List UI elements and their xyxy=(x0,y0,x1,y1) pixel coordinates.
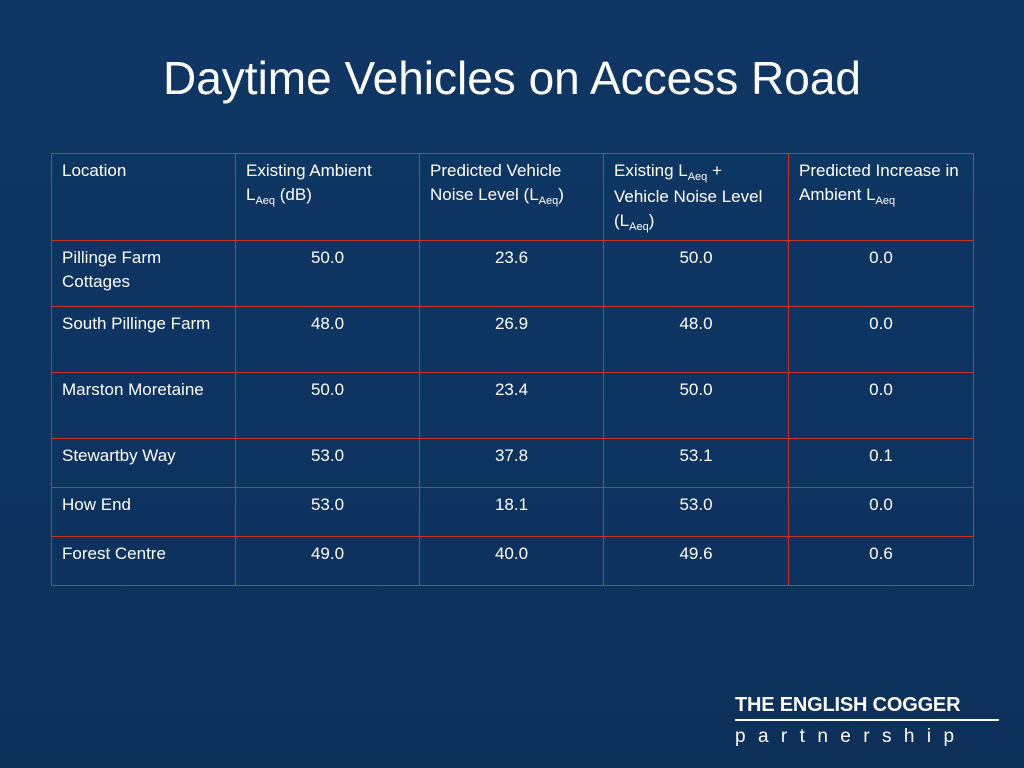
table-row: South Pillinge Farm 48.0 26.9 48.0 0.0 xyxy=(51,306,974,373)
cell-existing: 50.0 xyxy=(235,240,420,307)
noise-table: Location Existing Ambient LAeq (dB) Predi… xyxy=(51,153,974,586)
cell-predicted: 40.0 xyxy=(419,536,604,586)
table-row: Forest Centre 49.0 40.0 49.6 0.6 xyxy=(51,536,974,586)
table-row: Pillinge Farm Cottages 50.0 23.6 50.0 0.… xyxy=(51,240,974,307)
cell-predicted: 18.1 xyxy=(419,487,604,537)
cell-increase: 0.0 xyxy=(788,240,974,307)
header-predicted-increase: Predicted Increase in Ambient LAeq xyxy=(788,153,974,241)
cell-combined: 53.1 xyxy=(603,438,789,488)
header-combined-level: Existing LAeq + Vehicle Noise Level (LAe… xyxy=(603,153,789,241)
cell-increase: 0.0 xyxy=(788,372,974,439)
header-location: Location xyxy=(51,153,236,241)
logo-tagline: partnership xyxy=(735,726,967,747)
cell-combined: 48.0 xyxy=(603,306,789,373)
cell-location: South Pillinge Farm xyxy=(51,306,236,373)
cell-existing: 53.0 xyxy=(235,438,420,488)
cell-predicted: 26.9 xyxy=(419,306,604,373)
cell-existing: 48.0 xyxy=(235,306,420,373)
header-predicted-vehicle: Predicted Vehicle Noise Level (LAeq) xyxy=(419,153,604,241)
table-row: How End 53.0 18.1 53.0 0.0 xyxy=(51,487,974,537)
cell-predicted: 37.8 xyxy=(419,438,604,488)
cell-location: How End xyxy=(51,487,236,537)
cell-location: Marston Moretaine xyxy=(51,372,236,439)
cell-location: Pillinge Farm Cottages xyxy=(51,240,236,307)
cell-combined: 53.0 xyxy=(603,487,789,537)
header-existing-ambient: Existing Ambient LAeq (dB) xyxy=(235,153,420,241)
cell-combined: 49.6 xyxy=(603,536,789,586)
cell-existing: 50.0 xyxy=(235,372,420,439)
cell-location: Forest Centre xyxy=(51,536,236,586)
cell-existing: 49.0 xyxy=(235,536,420,586)
cell-location: Stewartby Way xyxy=(51,438,236,488)
cell-combined: 50.0 xyxy=(603,240,789,307)
cell-predicted: 23.6 xyxy=(419,240,604,307)
cell-increase: 0.0 xyxy=(788,306,974,373)
cell-increase: 0.6 xyxy=(788,536,974,586)
table-row: Marston Moretaine 50.0 23.4 50.0 0.0 xyxy=(51,372,974,439)
company-logo: THE ENGLISH COGGER partnership xyxy=(735,693,999,750)
logo-name: THE ENGLISH COGGER xyxy=(735,693,999,721)
cell-increase: 0.1 xyxy=(788,438,974,488)
table-header-row: Location Existing Ambient LAeq (dB) Predi… xyxy=(51,153,974,241)
cell-predicted: 23.4 xyxy=(419,372,604,439)
slide-title: Daytime Vehicles on Access Road xyxy=(162,52,862,104)
table-row: Stewartby Way 53.0 37.8 53.1 0.1 xyxy=(51,438,974,488)
cell-increase: 0.0 xyxy=(788,487,974,537)
cell-combined: 50.0 xyxy=(603,372,789,439)
cell-existing: 53.0 xyxy=(235,487,420,537)
